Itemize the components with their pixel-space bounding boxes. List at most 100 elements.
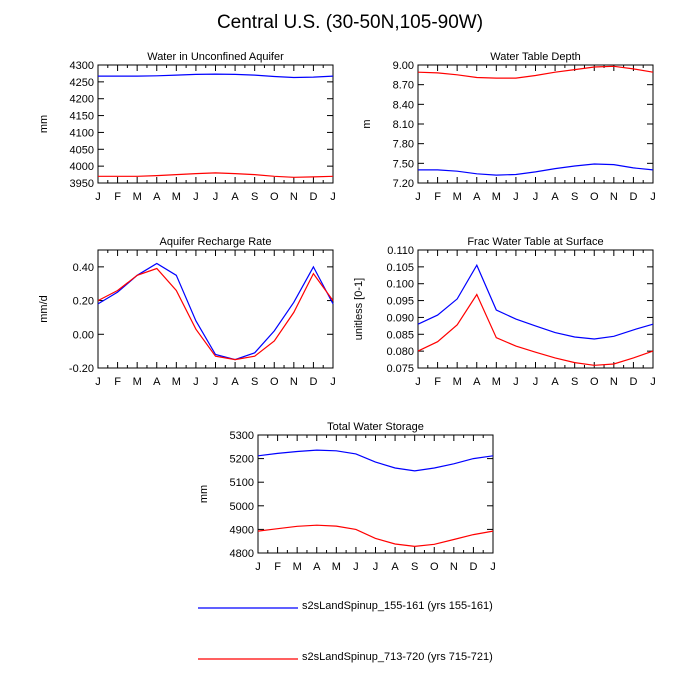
x-tick-label: J — [415, 191, 421, 203]
x-tick-label: M — [172, 376, 181, 388]
x-tick-label: M — [172, 191, 181, 203]
x-tick-label: J — [95, 376, 101, 388]
x-tick-label: J — [353, 561, 359, 573]
x-tick-label: J — [193, 191, 199, 203]
x-tick-label: O — [270, 191, 279, 203]
x-tick-label: J — [330, 376, 336, 388]
plot-frame — [257, 434, 494, 554]
x-tick-label: M — [453, 376, 462, 388]
x-tick-label: M — [453, 191, 462, 203]
legend-label-blue: s2sLandSpinup_155-161 (yrs 155-161) — [302, 600, 493, 612]
series-line-red — [417, 65, 654, 79]
x-tick-label: A — [551, 191, 559, 203]
series-line-blue — [417, 263, 654, 340]
y-tick-label: 4300 — [70, 60, 94, 72]
y-tick-label: 5300 — [230, 430, 254, 442]
x-tick-label: F — [114, 191, 121, 203]
y-tick-label: 5200 — [230, 454, 254, 466]
y-tick-label: 4050 — [70, 144, 94, 156]
x-tick-label: J — [513, 191, 519, 203]
x-tick-label: J — [255, 561, 261, 573]
y-tick-label: 0.105 — [386, 262, 414, 274]
x-tick-label: F — [434, 376, 441, 388]
x-tick-label: N — [450, 561, 458, 573]
y-tick-label: 0.090 — [386, 312, 414, 324]
series-line-red — [98, 172, 334, 178]
series-line-blue — [257, 449, 494, 472]
y-tick-label: 8.70 — [393, 80, 414, 92]
x-tick-label: S — [251, 376, 258, 388]
x-tick-label: A — [153, 376, 161, 388]
x-tick-label: D — [629, 191, 637, 203]
x-tick-label: D — [309, 376, 317, 388]
series-line-blue — [98, 73, 334, 79]
y-tick-label: 7.80 — [393, 139, 414, 151]
y-tick-label: 0.080 — [386, 346, 414, 358]
x-tick-label: J — [415, 376, 421, 388]
x-tick-label: O — [590, 191, 599, 203]
x-tick-label: J — [490, 561, 496, 573]
y-tick-label: 4200 — [70, 94, 94, 106]
chart-title: Total Water Storage — [327, 421, 424, 433]
y-tick-label: 0.110 — [387, 245, 414, 257]
y-tick-label: 4250 — [70, 77, 94, 89]
x-tick-label: M — [293, 561, 302, 573]
series-line-red — [97, 267, 334, 361]
x-tick-label: A — [231, 376, 239, 388]
x-tick-label: S — [571, 376, 578, 388]
plot-frame — [97, 64, 334, 184]
x-tick-label: J — [213, 191, 219, 203]
x-tick-label: N — [290, 191, 298, 203]
series-line-red — [257, 524, 494, 548]
y-tick-label: 0.075 — [386, 363, 414, 375]
x-tick-label: N — [610, 376, 618, 388]
plot-frame — [97, 249, 334, 369]
y-tick-label: 4900 — [230, 524, 254, 536]
y-tick-label: 0.095 — [386, 296, 414, 308]
y-tick-label: 0.100 — [386, 279, 414, 291]
x-tick-label: J — [373, 561, 379, 573]
x-tick-label: A — [391, 561, 399, 573]
x-tick-label: O — [270, 376, 279, 388]
y-tick-label: 4800 — [230, 548, 254, 560]
x-tick-label: J — [95, 191, 101, 203]
x-tick-label: N — [290, 376, 298, 388]
plot-frame — [417, 249, 654, 369]
series-line-blue — [418, 163, 654, 176]
x-tick-label: S — [251, 191, 258, 203]
x-tick-label: N — [610, 191, 618, 203]
y-tick-label: -0.20 — [69, 363, 94, 375]
x-tick-label: D — [629, 376, 637, 388]
x-tick-label: S — [411, 561, 418, 573]
legend-label-red: s2sLandSpinup_713-720 (yrs 715-721) — [302, 651, 493, 663]
x-tick-label: M — [332, 561, 341, 573]
x-tick-label: J — [533, 191, 539, 203]
y-tick-label: 0.00 — [73, 329, 94, 341]
x-tick-label: J — [650, 376, 656, 388]
x-tick-label: J — [533, 376, 539, 388]
x-tick-label: A — [473, 376, 481, 388]
chart-title: Water Table Depth — [490, 51, 581, 63]
x-tick-label: O — [590, 376, 599, 388]
y-axis-label: mm — [198, 485, 210, 503]
x-tick-label: F — [434, 191, 441, 203]
y-axis-label: unitless [0-1] — [353, 278, 365, 340]
x-tick-label: M — [133, 376, 142, 388]
chart-title: Water in Unconfined Aquifer — [147, 51, 284, 63]
series-line-red — [417, 293, 654, 366]
x-tick-label: A — [231, 191, 239, 203]
x-tick-label: M — [133, 191, 142, 203]
x-tick-label: M — [492, 191, 501, 203]
y-tick-label: 4000 — [70, 161, 94, 173]
x-tick-label: F — [274, 561, 281, 573]
y-tick-label: 7.20 — [393, 178, 414, 190]
chart-title: Aquifer Recharge Rate — [160, 236, 272, 248]
x-tick-label: F — [114, 376, 121, 388]
y-tick-label: 0.40 — [73, 262, 94, 274]
main-title: Central U.S. (30-50N,105-90W) — [216, 12, 484, 33]
x-tick-label: M — [492, 376, 501, 388]
y-tick-label: 9.00 — [393, 60, 414, 72]
